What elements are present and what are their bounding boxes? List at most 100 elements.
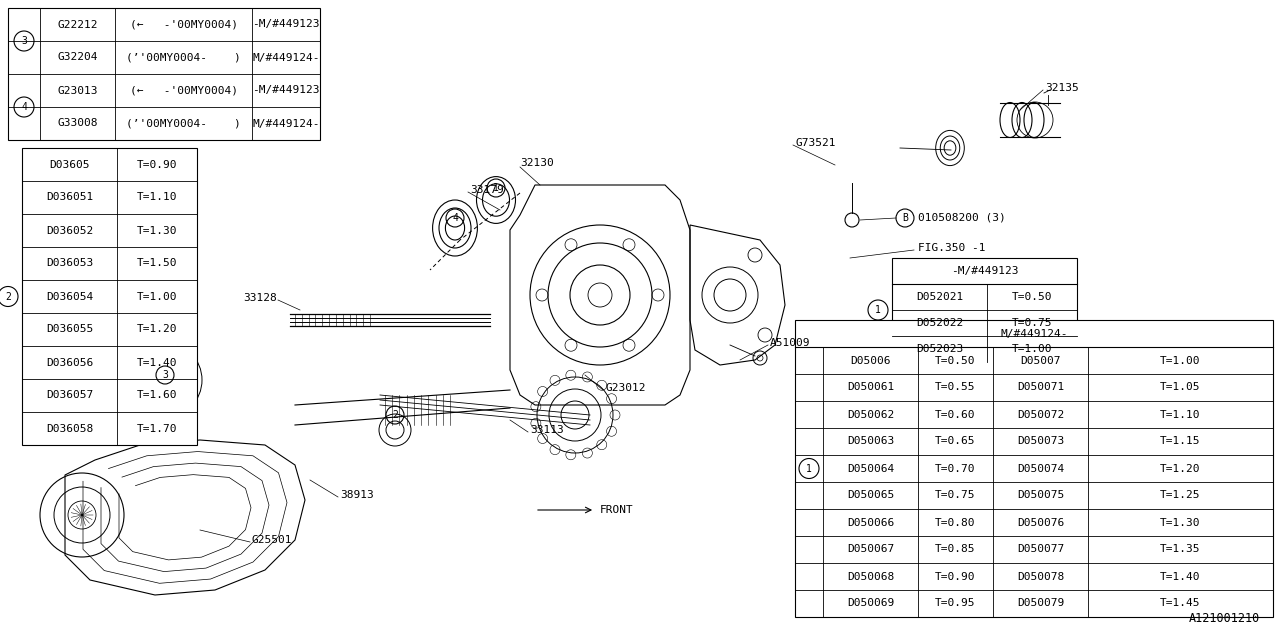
Text: D036057: D036057 xyxy=(46,390,93,401)
Text: T=1.00: T=1.00 xyxy=(1011,344,1052,354)
Text: D050062: D050062 xyxy=(847,410,895,419)
Text: G73521: G73521 xyxy=(795,138,836,148)
Text: 1: 1 xyxy=(806,463,812,474)
Text: FIG.350 -1: FIG.350 -1 xyxy=(918,243,986,253)
Text: 38913: 38913 xyxy=(340,490,374,500)
Text: D036058: D036058 xyxy=(46,424,93,433)
Bar xyxy=(795,320,1274,617)
Text: D05006: D05006 xyxy=(850,355,891,365)
Text: T=1.50: T=1.50 xyxy=(137,259,177,269)
Text: 2: 2 xyxy=(5,291,12,301)
Text: (’'00MY0004-    ): (’'00MY0004- ) xyxy=(127,52,241,63)
Text: D052022: D052022 xyxy=(916,318,963,328)
Text: T=1.40: T=1.40 xyxy=(1160,572,1201,582)
Text: D036056: D036056 xyxy=(46,358,93,367)
Text: G22212: G22212 xyxy=(58,19,97,29)
Text: T=1.40: T=1.40 xyxy=(137,358,177,367)
Text: T=0.50: T=0.50 xyxy=(1011,292,1052,302)
Text: D050076: D050076 xyxy=(1016,518,1064,527)
Bar xyxy=(8,8,320,140)
Text: T=1.00: T=1.00 xyxy=(137,291,177,301)
Text: D050078: D050078 xyxy=(1016,572,1064,582)
Text: T=1.70: T=1.70 xyxy=(137,424,177,433)
Text: T=1.15: T=1.15 xyxy=(1160,436,1201,447)
Text: D050064: D050064 xyxy=(847,463,895,474)
Text: 32130: 32130 xyxy=(520,158,554,168)
Text: T=1.05: T=1.05 xyxy=(1160,383,1201,392)
Text: T=0.70: T=0.70 xyxy=(936,463,975,474)
Bar xyxy=(892,258,1076,362)
Text: (←   -'00MY0004): (← -'00MY0004) xyxy=(129,19,238,29)
Text: G32204: G32204 xyxy=(58,52,97,63)
Text: G23012: G23012 xyxy=(605,383,645,393)
Text: D050069: D050069 xyxy=(847,598,895,609)
Text: D052021: D052021 xyxy=(916,292,963,302)
Text: D050073: D050073 xyxy=(1016,436,1064,447)
Text: D050063: D050063 xyxy=(847,436,895,447)
Text: -M/#449123: -M/#449123 xyxy=(252,86,320,95)
Text: T=1.60: T=1.60 xyxy=(137,390,177,401)
Text: T=1.20: T=1.20 xyxy=(1160,463,1201,474)
Text: T=0.95: T=0.95 xyxy=(936,598,975,609)
Text: (←   -'00MY0004): (← -'00MY0004) xyxy=(129,86,238,95)
Text: T=1.30: T=1.30 xyxy=(137,225,177,236)
Text: 32135: 32135 xyxy=(1044,83,1079,93)
Text: D05007: D05007 xyxy=(1020,355,1061,365)
Text: T=1.10: T=1.10 xyxy=(1160,410,1201,419)
Text: T=0.75: T=0.75 xyxy=(1011,318,1052,328)
Text: D036054: D036054 xyxy=(46,291,93,301)
Text: 1: 1 xyxy=(876,305,881,315)
Text: T=0.80: T=0.80 xyxy=(936,518,975,527)
Text: T=0.90: T=0.90 xyxy=(137,159,177,170)
Text: D03605: D03605 xyxy=(49,159,90,170)
Text: D036052: D036052 xyxy=(46,225,93,236)
Text: T=1.10: T=1.10 xyxy=(137,193,177,202)
Text: D050072: D050072 xyxy=(1016,410,1064,419)
Text: M/#449124-: M/#449124- xyxy=(252,52,320,63)
Text: FRONT: FRONT xyxy=(600,505,634,515)
Text: T=1.35: T=1.35 xyxy=(1160,545,1201,554)
Text: T=0.85: T=0.85 xyxy=(936,545,975,554)
Text: D050068: D050068 xyxy=(847,572,895,582)
Text: T=0.65: T=0.65 xyxy=(936,436,975,447)
Text: T=0.55: T=0.55 xyxy=(936,383,975,392)
Text: D050079: D050079 xyxy=(1016,598,1064,609)
Text: D052023: D052023 xyxy=(916,344,963,354)
Text: T=0.75: T=0.75 xyxy=(936,490,975,500)
Text: T=1.25: T=1.25 xyxy=(1160,490,1201,500)
Text: T=0.60: T=0.60 xyxy=(936,410,975,419)
Text: 3: 3 xyxy=(20,36,27,46)
Text: 4: 4 xyxy=(20,102,27,112)
Text: T=0.50: T=0.50 xyxy=(936,355,975,365)
Text: M/#449124-: M/#449124- xyxy=(252,118,320,129)
Text: A121001210: A121001210 xyxy=(1189,612,1260,625)
Text: D050061: D050061 xyxy=(847,383,895,392)
Text: D036053: D036053 xyxy=(46,259,93,269)
Bar xyxy=(22,148,197,445)
Text: D036055: D036055 xyxy=(46,324,93,335)
Text: D050066: D050066 xyxy=(847,518,895,527)
Text: 4: 4 xyxy=(452,213,458,223)
Text: T=1.20: T=1.20 xyxy=(137,324,177,335)
Text: M/#449124-: M/#449124- xyxy=(1000,328,1068,339)
Text: T=1.30: T=1.30 xyxy=(1160,518,1201,527)
Text: 010508200 (3): 010508200 (3) xyxy=(918,213,1006,223)
Text: T=0.90: T=0.90 xyxy=(936,572,975,582)
Text: T=1.45: T=1.45 xyxy=(1160,598,1201,609)
Text: T=1.00: T=1.00 xyxy=(1160,355,1201,365)
Text: D050067: D050067 xyxy=(847,545,895,554)
Text: 1: 1 xyxy=(493,183,499,193)
Text: B: B xyxy=(902,213,908,223)
Text: -M/#449123: -M/#449123 xyxy=(951,266,1019,276)
Text: D036051: D036051 xyxy=(46,193,93,202)
Text: 33113: 33113 xyxy=(530,425,563,435)
Text: G23013: G23013 xyxy=(58,86,97,95)
Text: D050074: D050074 xyxy=(1016,463,1064,474)
Text: D050071: D050071 xyxy=(1016,383,1064,392)
Text: 33179: 33179 xyxy=(470,185,504,195)
Text: G25501: G25501 xyxy=(252,535,293,545)
Text: G33008: G33008 xyxy=(58,118,97,129)
Text: 3: 3 xyxy=(163,370,168,380)
Text: -M/#449123: -M/#449123 xyxy=(252,19,320,29)
Text: 33128: 33128 xyxy=(243,293,276,303)
